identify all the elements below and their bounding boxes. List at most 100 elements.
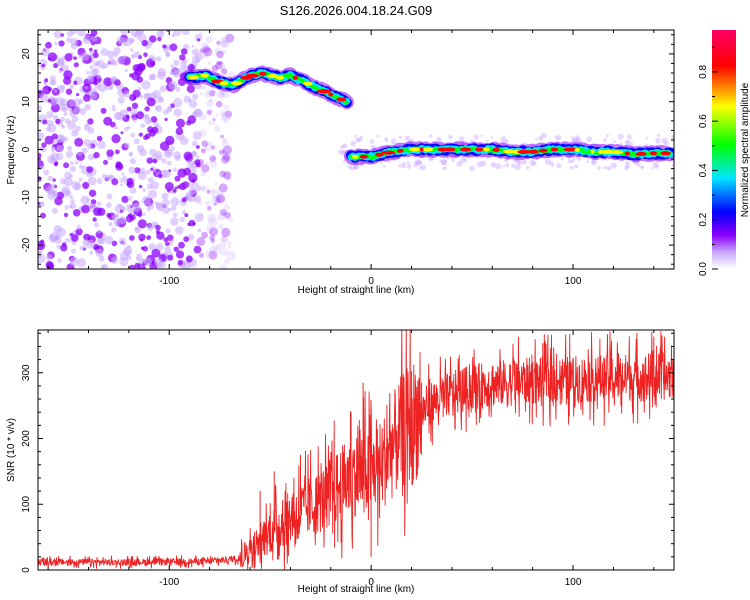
noise-blob	[89, 47, 93, 52]
noise-blob	[185, 255, 193, 263]
noise-blob	[89, 250, 94, 255]
noise-blob	[115, 161, 122, 168]
noise-blob	[87, 176, 97, 186]
noise-blob	[201, 140, 208, 147]
noise-blob	[50, 152, 60, 162]
trace-peak	[444, 147, 456, 152]
noise-blob	[221, 235, 228, 243]
noise-blob	[572, 138, 576, 142]
noise-blob	[171, 33, 176, 38]
noise-blob	[87, 143, 93, 150]
x-axis-label: Height of straight line (km)	[298, 285, 415, 296]
noise-blob	[84, 104, 91, 111]
noise-blob	[203, 47, 213, 57]
noise-blob	[221, 39, 231, 48]
noise-blob	[144, 106, 150, 112]
noise-blob	[354, 134, 358, 138]
noise-blob	[38, 176, 42, 182]
noise-blob	[574, 135, 581, 142]
x-axis-label: Height of straight line (km)	[298, 584, 415, 595]
noise-blob	[164, 117, 168, 122]
noise-blob	[89, 65, 94, 69]
noise-blob	[606, 134, 609, 137]
noise-blob	[120, 30, 129, 35]
noise-blob	[617, 133, 624, 140]
noise-blob	[206, 189, 211, 194]
noise-blob	[586, 136, 592, 142]
trace-peak	[303, 81, 313, 86]
noise-blob	[222, 153, 232, 163]
noise-blob	[221, 150, 228, 156]
noise-blob	[469, 165, 475, 172]
noise-blob	[343, 143, 348, 148]
noise-blob	[226, 176, 232, 182]
noise-blob	[224, 258, 230, 265]
noise-blob	[45, 41, 52, 49]
noise-blob	[221, 155, 230, 164]
noise-blob	[60, 33, 64, 37]
noise-blob	[196, 237, 206, 246]
noise-blob	[182, 210, 187, 215]
colorbar-tick-label: 0.2	[698, 212, 709, 226]
noise-blob	[57, 59, 65, 67]
noise-blob	[590, 159, 598, 166]
noise-blob	[199, 129, 207, 137]
noise-blob	[410, 138, 414, 142]
noise-blob	[65, 88, 73, 95]
noise-blob	[415, 158, 422, 166]
noise-blob	[84, 34, 92, 42]
noise-blob	[140, 123, 146, 129]
noise-blob	[181, 30, 190, 36]
noise-blob	[147, 224, 154, 231]
noise-blob	[191, 178, 196, 183]
noise-blob	[85, 123, 89, 127]
noise-blob	[219, 37, 228, 45]
noise-blob	[92, 67, 100, 75]
noise-blob	[130, 48, 134, 52]
noise-blob	[416, 160, 421, 165]
noise-blob	[79, 108, 87, 115]
noise-blob	[521, 159, 527, 165]
noise-blob	[436, 137, 440, 141]
noise-blob	[222, 111, 230, 118]
noise-blob	[69, 256, 79, 266]
noise-blob	[87, 118, 94, 125]
noise-blob	[86, 71, 90, 75]
noise-blob	[93, 207, 102, 216]
noise-blob	[38, 58, 48, 68]
y-tick-label: 300	[21, 364, 32, 381]
y-tick-label: -20	[21, 237, 32, 252]
noise-blob	[664, 141, 669, 147]
noise-blob	[162, 109, 169, 115]
noise-blob	[222, 153, 231, 162]
noise-blob	[52, 178, 56, 182]
noise-blob	[98, 255, 105, 262]
noise-blob	[96, 74, 101, 79]
noise-blob	[385, 139, 389, 143]
noise-blob	[38, 152, 42, 159]
noise-blob	[191, 55, 200, 63]
chart-title: S126.2026.004.18.24.G09	[280, 3, 433, 18]
noise-blob	[199, 92, 203, 96]
noise-blob	[95, 230, 104, 239]
noise-blob	[164, 246, 171, 253]
noise-blob	[209, 227, 219, 237]
noise-blob	[123, 43, 127, 47]
noise-blob	[218, 223, 224, 230]
trace-peak	[483, 147, 490, 152]
noise-blob	[220, 190, 225, 195]
noise-blob	[110, 75, 117, 83]
noise-blob	[626, 134, 632, 140]
noise-blob	[194, 213, 204, 222]
noise-blob	[38, 146, 44, 152]
noise-blob	[150, 167, 154, 171]
noise-blob	[151, 56, 157, 62]
noise-blob	[111, 256, 119, 264]
noise-blob	[126, 244, 131, 249]
noise-blob	[46, 110, 54, 119]
noise-blob	[73, 182, 82, 191]
noise-blob	[48, 234, 56, 242]
noise-blob	[406, 161, 410, 164]
noise-blob	[132, 117, 137, 123]
noise-blob	[46, 126, 51, 132]
